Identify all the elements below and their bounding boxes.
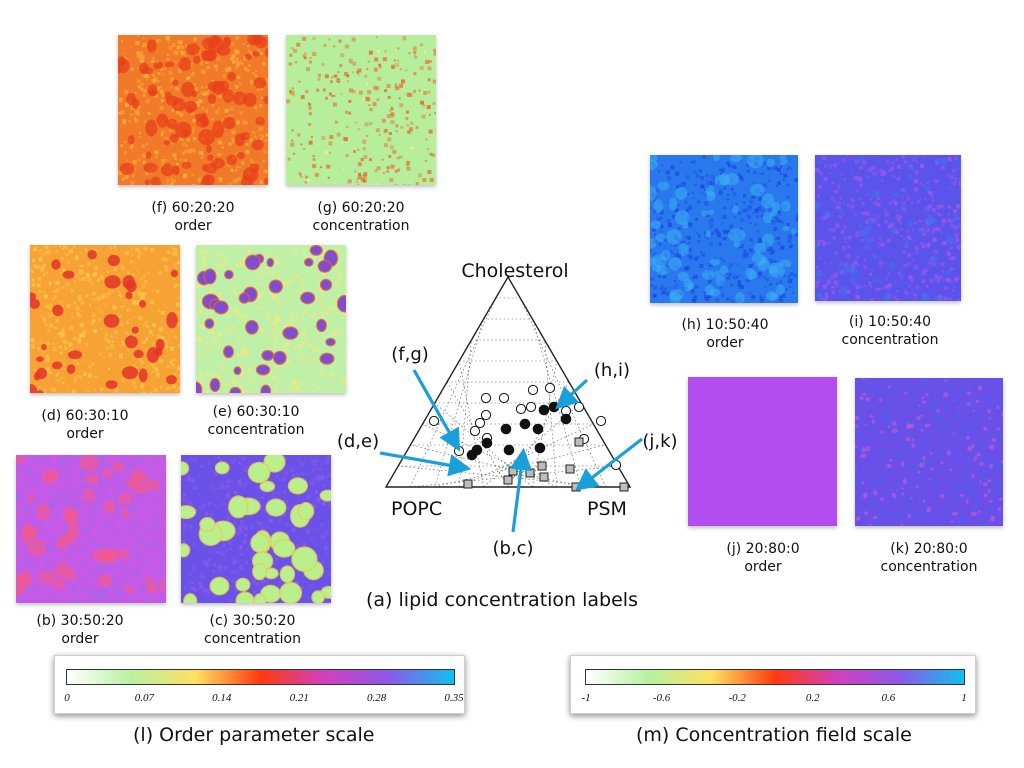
- ternary-grid: [398, 298, 618, 487]
- scale-tick-label: -0.2: [728, 692, 745, 704]
- callout-bc: (b,c): [492, 538, 533, 559]
- scale-tick-label: 1: [961, 692, 967, 704]
- panel-b-label: (b) 30:50:20: [0, 612, 160, 630]
- panel-i-caption: (i) 10:50:40 concentration: [815, 313, 965, 349]
- panel-i-concentration-image: [815, 155, 961, 301]
- order-scale-caption: (l) Order parameter scale: [133, 724, 374, 746]
- conc-scale-gradient: [585, 669, 965, 685]
- panel-k-label: (k) 20:80:0: [850, 540, 1008, 558]
- scale-tick-label: 0.28: [367, 692, 386, 704]
- conc-scale-box: -1 -0.6 -0.2 0.2 0.6 1: [570, 655, 976, 714]
- ternary-left-label: POPC: [391, 498, 442, 520]
- scale-tick-label: 0.2: [806, 692, 820, 704]
- panel-f-label: (f) 60:20:20: [118, 199, 268, 217]
- panel-g-sub: concentration: [276, 217, 446, 235]
- panel-g-concentration-image: [286, 35, 436, 185]
- panel-f-order-image: [118, 35, 268, 185]
- scale-tick-label: -0.6: [653, 692, 670, 704]
- ternary-diagram: Cholesterol POPC PSM (f,g) (h,i) (d,e) (…: [330, 255, 690, 585]
- panel-g-caption: (g) 60:20:20 concentration: [276, 199, 446, 235]
- panel-k-caption: (k) 20:80:0 concentration: [850, 540, 1008, 576]
- scale-tick-label: 0.21: [290, 692, 309, 704]
- panel-g-label: (g) 60:20:20: [276, 199, 446, 217]
- panel-b-caption: (b) 30:50:20 order: [0, 612, 160, 648]
- panel-j-caption: (j) 20:80:0 order: [688, 540, 838, 576]
- panel-d-label: (d) 60:30:10: [10, 407, 160, 425]
- panel-k-concentration-image: [855, 378, 1003, 526]
- panel-j-order-image: [688, 377, 837, 526]
- panel-k-sub: concentration: [850, 558, 1008, 576]
- ternary-top-label: Cholesterol: [461, 260, 568, 282]
- panel-c-label: (c) 30:50:20: [180, 612, 325, 630]
- panel-f-caption: (f) 60:20:20 order: [118, 199, 268, 235]
- panel-j-label: (j) 20:80:0: [688, 540, 838, 558]
- callout-hi: (h,i): [594, 360, 630, 381]
- panel-d-caption: (d) 60:30:10 order: [10, 407, 160, 443]
- order-scale-box: 0 0.07 0.14 0.21 0.28 0.35: [54, 655, 465, 714]
- callout-de: (d,e): [337, 431, 379, 452]
- scale-tick-label: 0: [64, 692, 70, 704]
- scale-tick-label: 0.07: [135, 692, 154, 704]
- panel-e-sub: concentration: [186, 421, 326, 439]
- panel-f-sub: order: [118, 217, 268, 235]
- ternary-caption: (a) lipid concentration labels: [366, 589, 638, 611]
- scale-tick-label: 0.35: [444, 692, 463, 704]
- panel-c-concentration-image: [181, 455, 331, 603]
- panel-e-concentration-image: [196, 245, 346, 393]
- panel-e-label: (e) 60:30:10: [186, 403, 326, 421]
- scale-tick-label: 0.14: [212, 692, 231, 704]
- panel-j-sub: order: [688, 558, 838, 576]
- panel-i-label: (i) 10:50:40: [815, 313, 965, 331]
- panel-e-caption: (e) 60:30:10 concentration: [186, 403, 326, 439]
- panel-b-order-image: [16, 455, 166, 603]
- panel-d-sub: order: [10, 425, 160, 443]
- callout-fg: (f,g): [391, 344, 429, 365]
- callout-jk: (j,k): [642, 431, 677, 452]
- panel-b-sub: order: [0, 630, 160, 648]
- panel-i-sub: concentration: [815, 331, 965, 349]
- scale-tick-label: -1: [581, 692, 590, 704]
- panel-c-caption: (c) 30:50:20 concentration: [180, 612, 325, 648]
- order-scale-gradient: [66, 669, 455, 685]
- ternary-right-label: PSM: [587, 498, 627, 520]
- scale-tick-label: 0.6: [882, 692, 896, 704]
- panel-c-sub: concentration: [180, 630, 325, 648]
- conc-scale-caption: (m) Concentration field scale: [636, 724, 912, 746]
- panel-d-order-image: [30, 245, 180, 393]
